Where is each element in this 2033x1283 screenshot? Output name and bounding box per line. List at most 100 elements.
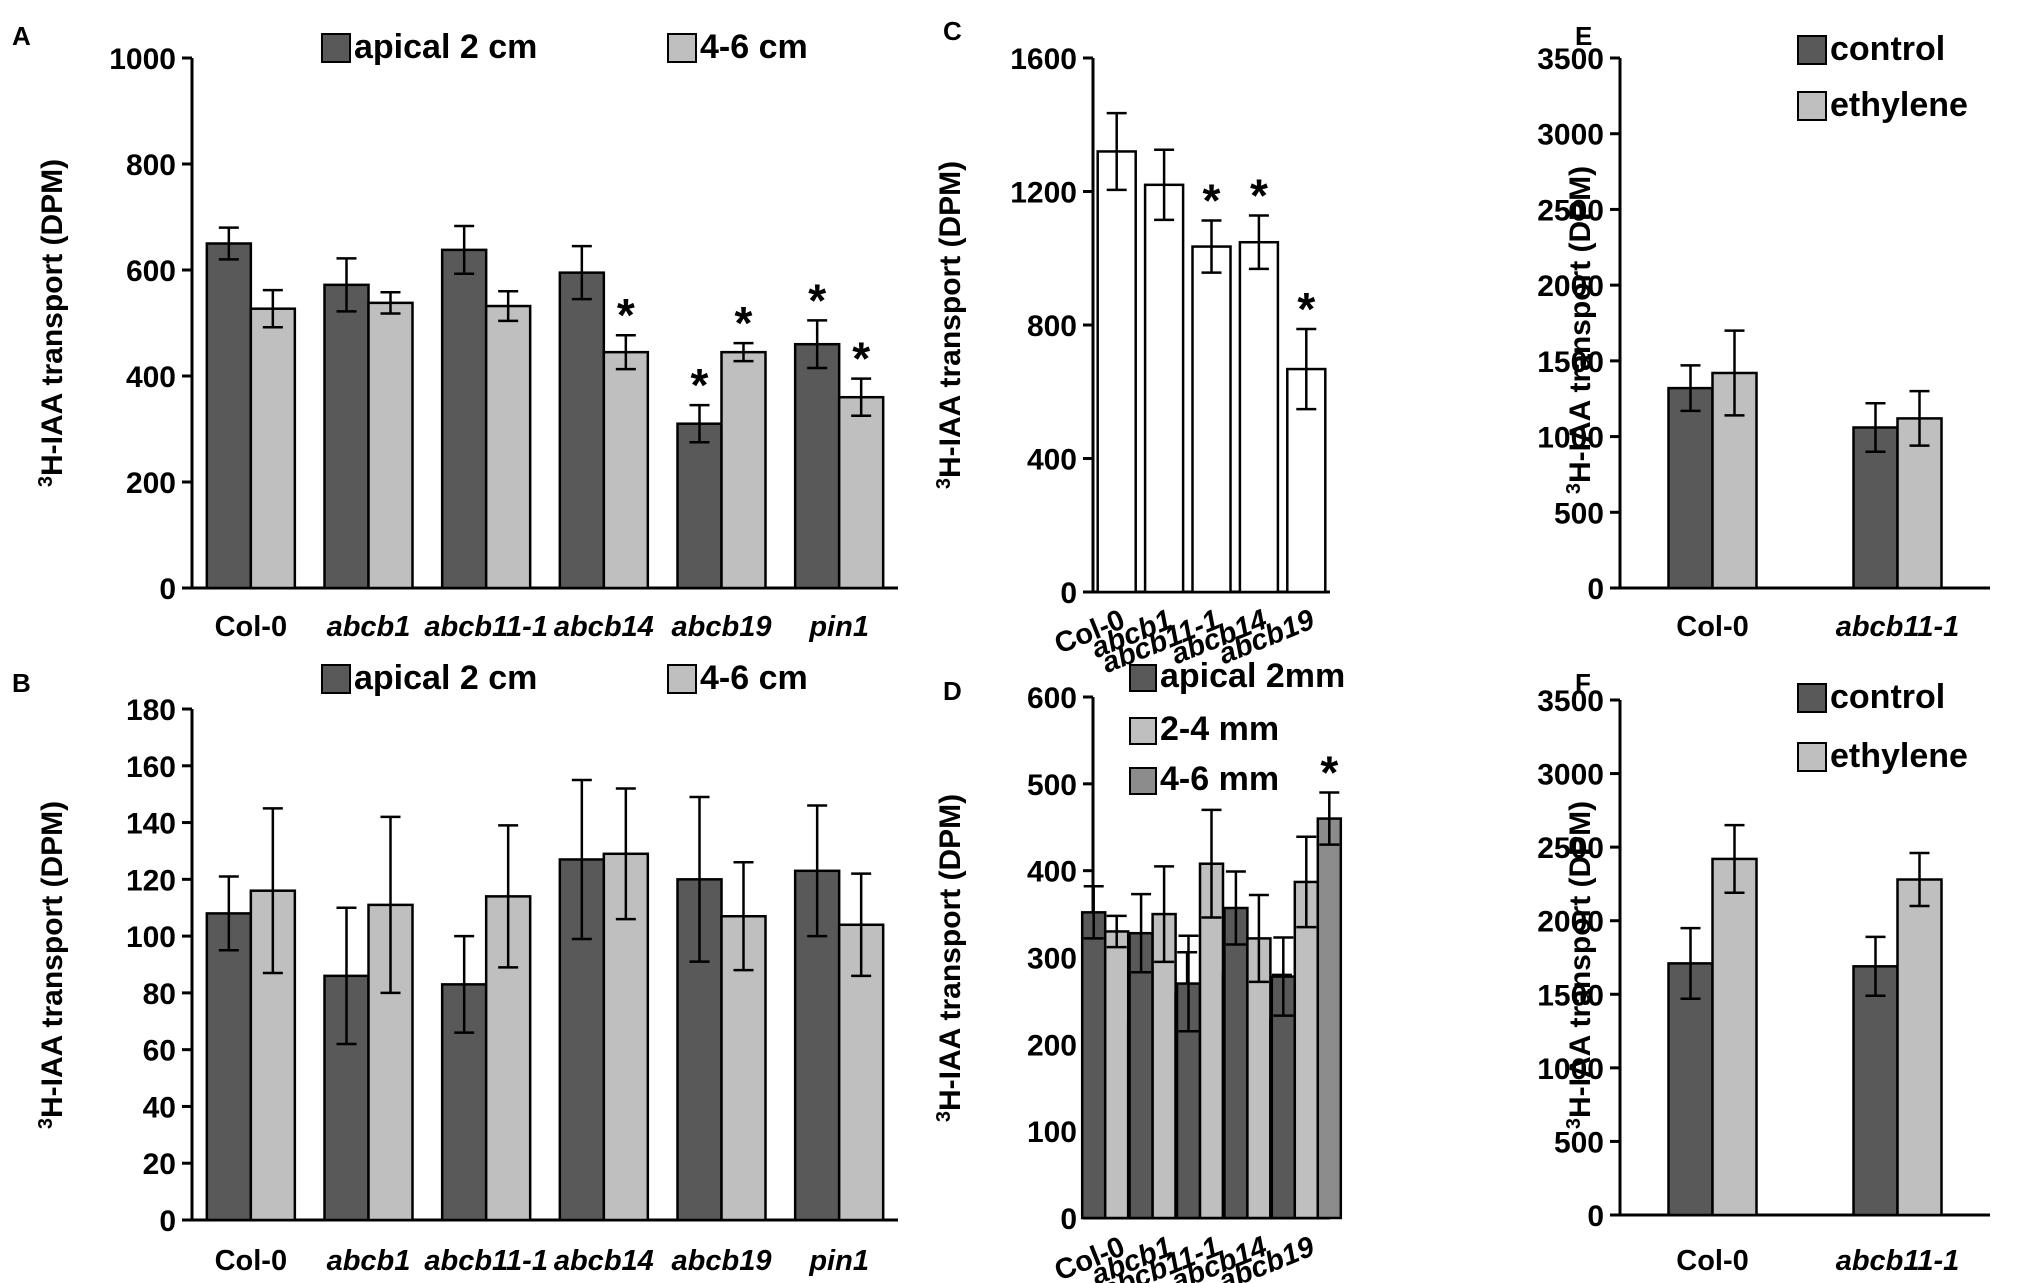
- bar: [1667, 962, 1714, 1217]
- x-category-label: Col-0: [215, 611, 288, 643]
- bar: [249, 307, 297, 590]
- panel-a: A 0 200 400 600 800 1000 3H-IAA transport (DPM)…: [12, 21, 898, 643]
- legend-label: 2-4 mm: [1160, 710, 1279, 748]
- x-category-label: Col-0: [1676, 611, 1749, 643]
- y-tick-label: 800: [126, 149, 176, 182]
- y-tick-label: 0: [1060, 1203, 1077, 1236]
- y-tick-label: 160: [126, 751, 176, 784]
- y-tick-label: 500: [1554, 497, 1604, 530]
- error-bar: [380, 815, 401, 995]
- legend: apical 2 cm 4-6 cm: [321, 659, 808, 697]
- error-bar: [1201, 219, 1222, 274]
- legend-label: control: [1830, 678, 1945, 716]
- error-bar: [689, 795, 710, 963]
- legend-swatch: [1797, 91, 1827, 121]
- y-tick-label: 2500: [1537, 194, 1604, 227]
- bar: [837, 395, 885, 590]
- x-category-label: abcb11-1: [424, 1245, 548, 1277]
- significance-star: *: [691, 359, 709, 411]
- error-bar: [733, 341, 754, 363]
- error-bar: [1296, 327, 1317, 411]
- bar: [1852, 965, 1899, 1217]
- error-bar: [1680, 364, 1701, 413]
- y-tick-label: 200: [126, 467, 176, 500]
- legend-swatch: [1797, 35, 1827, 65]
- error-bar: [571, 244, 592, 301]
- y-tick-label: 3000: [1537, 119, 1604, 152]
- significance-star: *: [735, 297, 753, 349]
- x-category-label: pin1: [808, 611, 869, 643]
- y-tick-label: 0: [159, 573, 176, 606]
- error-bar: [1865, 402, 1886, 453]
- x-category-label: abcb1: [327, 1245, 411, 1277]
- significance-star: *: [1250, 170, 1268, 222]
- bar: [1128, 931, 1154, 1220]
- y-tick-label: 400: [126, 361, 176, 394]
- y-tick-label: 100: [1027, 1116, 1077, 1149]
- error-bar: [1319, 791, 1340, 846]
- significance-star: *: [852, 333, 870, 385]
- x-category-label: abcb14: [554, 1245, 654, 1277]
- significance-star: *: [808, 274, 826, 326]
- y-axis-label-superscript: 3: [1563, 1118, 1585, 1129]
- bar: [1896, 878, 1943, 1217]
- legend: control ethylene: [1797, 30, 1968, 124]
- legend-swatch: [321, 33, 351, 63]
- y-axis-label: 3H-IAA transport (DPM): [933, 161, 967, 489]
- y-tick-label: 500: [1027, 769, 1077, 802]
- y-axis-label-text: H-IAA transport (DPM): [934, 161, 967, 478]
- x-category-label: abcb11-1: [424, 611, 548, 643]
- x-category-label: pin1: [808, 1245, 869, 1277]
- x-category-label: abcb11-1: [1836, 1245, 1960, 1277]
- legend-swatch: [1797, 742, 1827, 772]
- x-category-label: abcb14: [554, 611, 654, 643]
- x-category-label: abcb19: [672, 611, 772, 643]
- y-axis-label-text: H-IAA transport (DPM): [1564, 801, 1597, 1118]
- y-axis-label-superscript: 3: [933, 478, 955, 489]
- panel-b: B 0 20 40 60 80 100 120 140 160 180 3H-IAA transpor…: [12, 659, 898, 1277]
- error-bar: [851, 872, 872, 978]
- y-axis-label-text: H-IAA transport (DPM): [36, 159, 69, 476]
- panel-label: B: [12, 668, 31, 698]
- y-tick-label: 2500: [1537, 832, 1604, 865]
- legend-swatch: [1129, 717, 1157, 745]
- panel-label: D: [943, 676, 962, 706]
- error-bar: [1909, 389, 1930, 447]
- legend-swatch: [667, 664, 697, 694]
- bar: [1096, 150, 1137, 594]
- bar: [323, 283, 370, 590]
- y-tick-label: 140: [126, 808, 176, 841]
- significance-star: *: [1203, 175, 1221, 227]
- bar: [793, 869, 841, 1222]
- bar: [1852, 426, 1899, 590]
- y-axis-label-text: H-IAA transport (DPM): [1564, 166, 1597, 483]
- y-tick-label: 200: [1027, 1029, 1077, 1062]
- significance-star: *: [1320, 747, 1338, 799]
- y-tick-label: 0: [159, 1205, 176, 1238]
- bar: [1286, 367, 1327, 594]
- x-category-label: Col-0: [1676, 1245, 1749, 1277]
- y-axis-label: 3H-IAA transport (DPM): [35, 801, 69, 1129]
- y-axis-label: 3H-IAA transport (DPM): [933, 794, 967, 1122]
- y-tick-label: 400: [1027, 444, 1077, 477]
- significance-star: *: [617, 289, 635, 341]
- error-bar: [1201, 808, 1222, 919]
- y-tick-label: 1000: [109, 43, 176, 76]
- y-tick-label: 3500: [1537, 685, 1604, 718]
- error-bar: [571, 778, 592, 941]
- y-axis-label: 3H-IAA transport (DPM): [35, 159, 69, 487]
- error-bar: [1106, 914, 1127, 949]
- y-axis-label: 3H-IAA transport (DPM): [1563, 166, 1597, 494]
- legend-swatch: [1129, 664, 1157, 692]
- error-bar: [1178, 934, 1199, 1033]
- error-bar: [1724, 823, 1745, 895]
- bar: [1293, 880, 1320, 1220]
- y-tick-label: 1200: [1010, 177, 1077, 210]
- error-bar: [1680, 926, 1701, 1000]
- y-tick-label: 600: [1027, 682, 1077, 715]
- y-tick-label: 80: [143, 978, 176, 1011]
- legend-label: ethylene: [1830, 737, 1968, 775]
- error-bar: [1865, 935, 1886, 998]
